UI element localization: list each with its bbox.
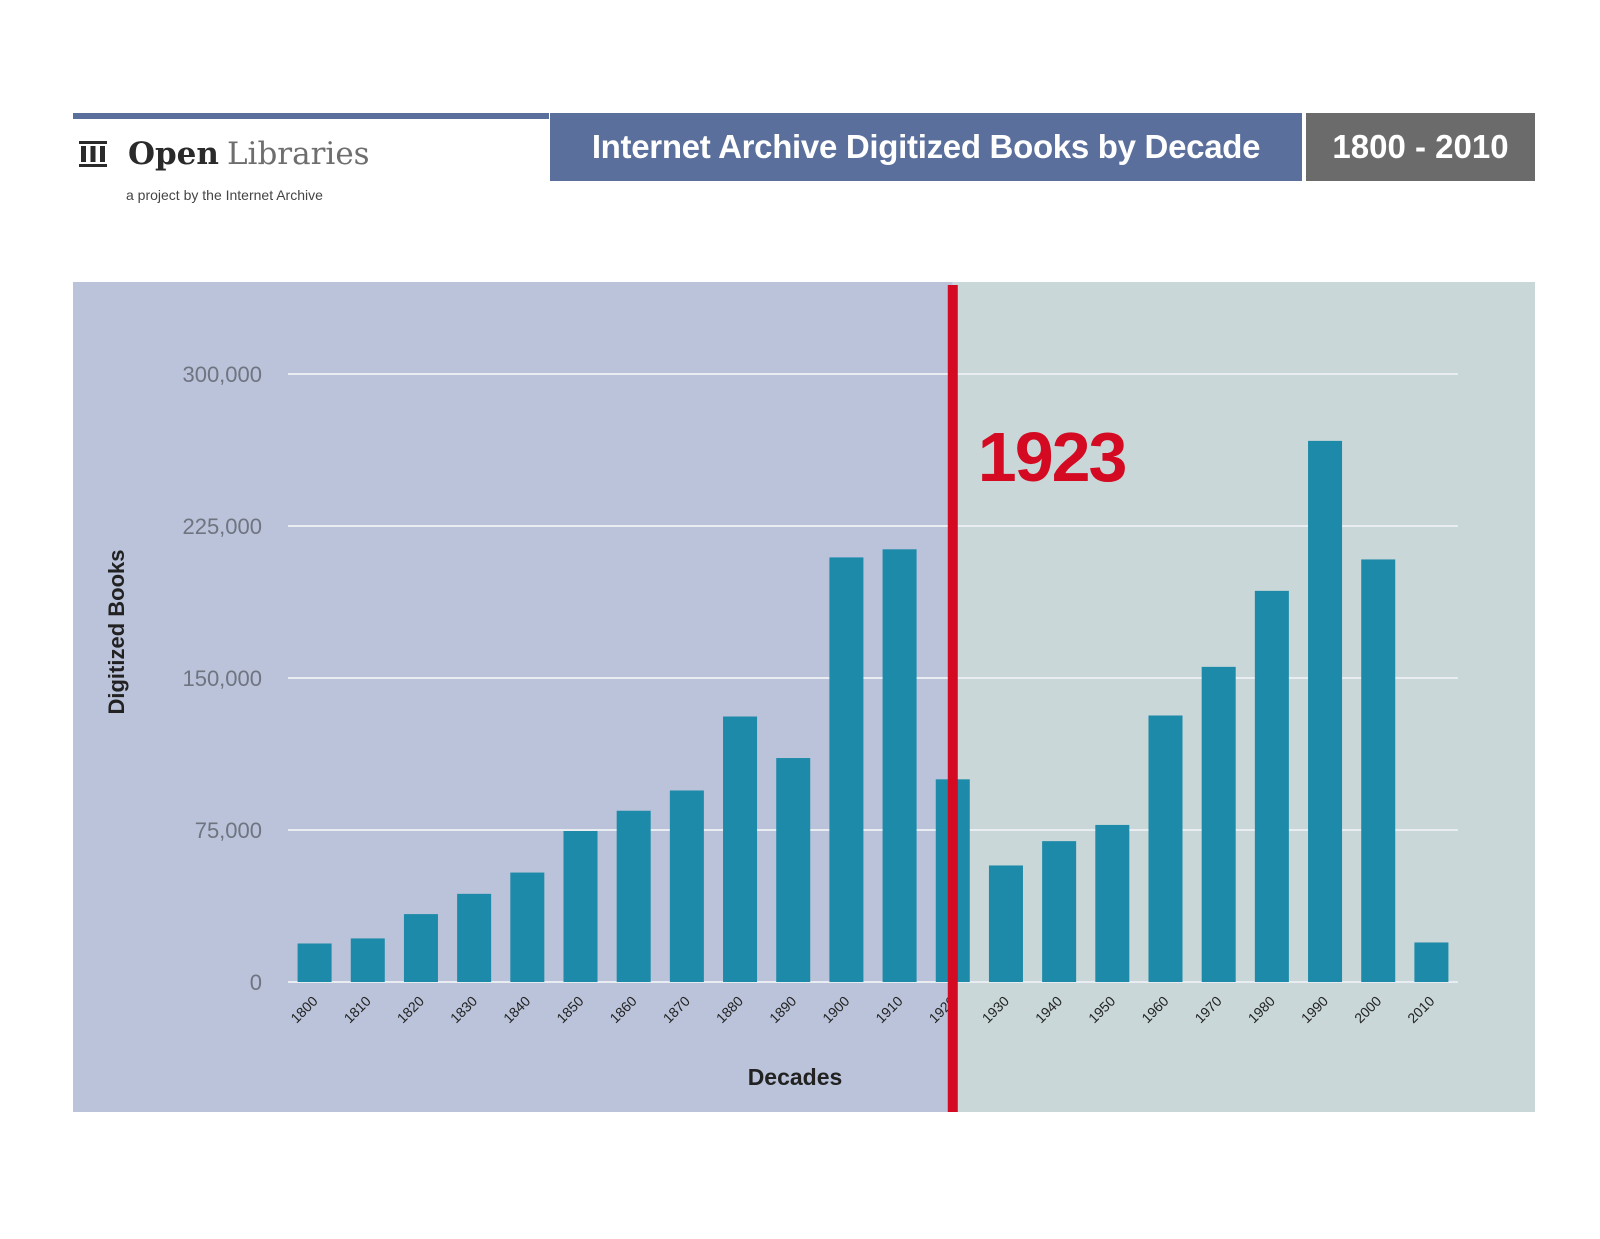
bar-1890 bbox=[776, 758, 811, 982]
bar-1830 bbox=[457, 893, 492, 982]
library-columns-icon bbox=[79, 141, 107, 167]
bar-1840 bbox=[510, 872, 545, 982]
bar-1810 bbox=[350, 938, 385, 982]
y-tick-label: 225,000 bbox=[182, 514, 262, 539]
tagline: a project by the Internet Archive bbox=[126, 187, 323, 203]
bar-2000 bbox=[1361, 559, 1396, 982]
y-tick-label: 150,000 bbox=[182, 666, 262, 691]
bar-1800 bbox=[297, 943, 332, 982]
bar-1960 bbox=[1148, 715, 1183, 982]
bar-1850 bbox=[563, 831, 598, 982]
y-tick-label: 75,000 bbox=[195, 818, 262, 843]
y-tick-label: 0 bbox=[250, 970, 262, 995]
bar-1900 bbox=[829, 557, 864, 982]
logo-text: Open Libraries bbox=[128, 136, 370, 172]
bar-1910 bbox=[882, 549, 917, 982]
logo-open: Open bbox=[128, 136, 219, 172]
header-top-rule bbox=[73, 113, 549, 119]
chart-title: Internet Archive Digitized Books by Deca… bbox=[550, 113, 1302, 181]
bar-1970 bbox=[1201, 666, 1236, 982]
panel-post-marker bbox=[952, 282, 1535, 1112]
bar-1950 bbox=[1095, 824, 1130, 982]
y-tick-label: 300,000 bbox=[182, 362, 262, 387]
year-marker-line bbox=[947, 285, 958, 1112]
bar-1940 bbox=[1042, 841, 1077, 982]
bar-1870 bbox=[669, 790, 704, 982]
bar-1880 bbox=[723, 716, 758, 982]
y-axis-title: Digitized Books bbox=[104, 549, 129, 714]
bar-1980 bbox=[1254, 590, 1289, 982]
year-marker-label: 1923 bbox=[978, 418, 1126, 496]
open-libraries-logo: Open Libraries bbox=[78, 136, 370, 172]
bar-1930 bbox=[988, 865, 1023, 982]
year-range-badge: 1800 - 2010 bbox=[1306, 113, 1535, 181]
x-axis-title: Decades bbox=[748, 1064, 843, 1090]
bar-2010 bbox=[1414, 942, 1449, 982]
bar-1860 bbox=[616, 810, 651, 982]
bar-1820 bbox=[403, 914, 438, 982]
panel-pre-marker bbox=[73, 282, 953, 1112]
bar-1990 bbox=[1308, 440, 1343, 982]
logo-libraries: Libraries bbox=[226, 136, 370, 172]
